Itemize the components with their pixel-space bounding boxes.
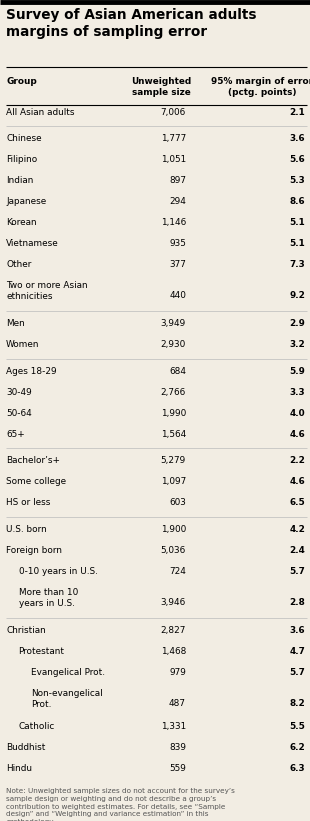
Text: 2.9: 2.9 xyxy=(290,319,305,328)
Text: 4.6: 4.6 xyxy=(290,429,305,438)
Text: 3,946: 3,946 xyxy=(161,598,186,607)
Text: 2,827: 2,827 xyxy=(161,626,186,635)
Text: 1,146: 1,146 xyxy=(161,218,186,227)
Text: 5.6: 5.6 xyxy=(290,155,305,164)
Text: 65+: 65+ xyxy=(6,429,25,438)
Text: 4.7: 4.7 xyxy=(290,647,305,656)
Text: Vietnamese: Vietnamese xyxy=(6,239,59,248)
Text: 9.2: 9.2 xyxy=(290,291,305,300)
Text: 3.3: 3.3 xyxy=(290,388,305,397)
Text: 2,930: 2,930 xyxy=(161,340,186,349)
Text: Filipino: Filipino xyxy=(6,155,38,164)
Text: Indian: Indian xyxy=(6,176,33,185)
Text: 440: 440 xyxy=(169,291,186,300)
Text: Buddhist: Buddhist xyxy=(6,743,46,752)
Text: All Asian adults: All Asian adults xyxy=(6,108,75,117)
Text: 5,279: 5,279 xyxy=(161,456,186,466)
Text: 8.2: 8.2 xyxy=(290,699,305,708)
Text: 50-64: 50-64 xyxy=(6,409,32,418)
Text: Note: Unweighted sample sizes do not account for the survey’s
sample design or w: Note: Unweighted sample sizes do not acc… xyxy=(6,788,235,821)
Text: 1,331: 1,331 xyxy=(161,722,186,731)
Text: 2.4: 2.4 xyxy=(290,546,305,555)
Text: 5.7: 5.7 xyxy=(290,668,305,677)
Text: 5,036: 5,036 xyxy=(161,546,186,555)
Text: 95% margin of error
(pctg. points): 95% margin of error (pctg. points) xyxy=(211,77,310,97)
Text: Korean: Korean xyxy=(6,218,37,227)
Text: Chinese: Chinese xyxy=(6,134,42,143)
Text: 603: 603 xyxy=(169,498,186,507)
Text: 8.6: 8.6 xyxy=(290,197,305,206)
Text: 6.3: 6.3 xyxy=(290,764,305,773)
Text: 1,990: 1,990 xyxy=(161,409,186,418)
Text: Women: Women xyxy=(6,340,40,349)
Text: 2,766: 2,766 xyxy=(161,388,186,397)
Text: 4.2: 4.2 xyxy=(290,525,305,534)
Text: 1,468: 1,468 xyxy=(161,647,186,656)
Text: 2.1: 2.1 xyxy=(290,108,305,117)
Text: 0-10 years in U.S.: 0-10 years in U.S. xyxy=(19,566,97,576)
Text: HS or less: HS or less xyxy=(6,498,51,507)
Text: More than 10
years in U.S.: More than 10 years in U.S. xyxy=(19,588,78,608)
Text: 979: 979 xyxy=(169,668,186,677)
Text: 5.5: 5.5 xyxy=(290,722,305,731)
Text: 1,051: 1,051 xyxy=(161,155,186,164)
Text: 377: 377 xyxy=(169,259,186,268)
Text: 1,777: 1,777 xyxy=(161,134,186,143)
Text: 5.1: 5.1 xyxy=(290,218,305,227)
Text: Hindu: Hindu xyxy=(6,764,32,773)
Text: Ages 18-29: Ages 18-29 xyxy=(6,367,57,376)
Text: Men: Men xyxy=(6,319,25,328)
Text: 6.5: 6.5 xyxy=(290,498,305,507)
Text: 30-49: 30-49 xyxy=(6,388,32,397)
Text: 1,097: 1,097 xyxy=(161,477,186,486)
Text: 2.8: 2.8 xyxy=(290,598,305,607)
Text: 1,564: 1,564 xyxy=(161,429,186,438)
Text: 5.7: 5.7 xyxy=(290,566,305,576)
Text: Japanese: Japanese xyxy=(6,197,47,206)
Text: 724: 724 xyxy=(169,566,186,576)
Text: Survey of Asian American adults
margins of sampling error: Survey of Asian American adults margins … xyxy=(6,8,257,39)
Text: Evangelical Prot.: Evangelical Prot. xyxy=(31,668,105,677)
Text: 897: 897 xyxy=(169,176,186,185)
Text: 3.6: 3.6 xyxy=(290,626,305,635)
Text: 487: 487 xyxy=(169,699,186,708)
Text: 5.3: 5.3 xyxy=(290,176,305,185)
Text: 3.6: 3.6 xyxy=(290,134,305,143)
Text: 1,900: 1,900 xyxy=(161,525,186,534)
Text: 2.2: 2.2 xyxy=(290,456,305,466)
Text: Group: Group xyxy=(6,77,37,86)
Text: 7,006: 7,006 xyxy=(161,108,186,117)
Text: 6.2: 6.2 xyxy=(290,743,305,752)
Text: Unweighted
sample size: Unweighted sample size xyxy=(131,77,191,97)
Text: 3.2: 3.2 xyxy=(290,340,305,349)
Text: 684: 684 xyxy=(169,367,186,376)
Text: Catholic: Catholic xyxy=(19,722,55,731)
Text: Two or more Asian
ethnicities: Two or more Asian ethnicities xyxy=(6,281,88,300)
Text: 5.1: 5.1 xyxy=(290,239,305,248)
Text: 935: 935 xyxy=(169,239,186,248)
Text: Bachelor’s+: Bachelor’s+ xyxy=(6,456,60,466)
Text: 559: 559 xyxy=(169,764,186,773)
Text: 3,949: 3,949 xyxy=(161,319,186,328)
Text: 7.3: 7.3 xyxy=(290,259,305,268)
Text: Non-evangelical
Prot.: Non-evangelical Prot. xyxy=(31,689,103,709)
Text: 4.6: 4.6 xyxy=(290,477,305,486)
Text: 294: 294 xyxy=(169,197,186,206)
Text: Christian: Christian xyxy=(6,626,46,635)
Text: 5.9: 5.9 xyxy=(290,367,305,376)
Text: Some college: Some college xyxy=(6,477,66,486)
Text: Foreign born: Foreign born xyxy=(6,546,62,555)
Text: Protestant: Protestant xyxy=(19,647,64,656)
Text: U.S. born: U.S. born xyxy=(6,525,47,534)
Text: 4.0: 4.0 xyxy=(290,409,305,418)
Text: Other: Other xyxy=(6,259,32,268)
Text: 839: 839 xyxy=(169,743,186,752)
